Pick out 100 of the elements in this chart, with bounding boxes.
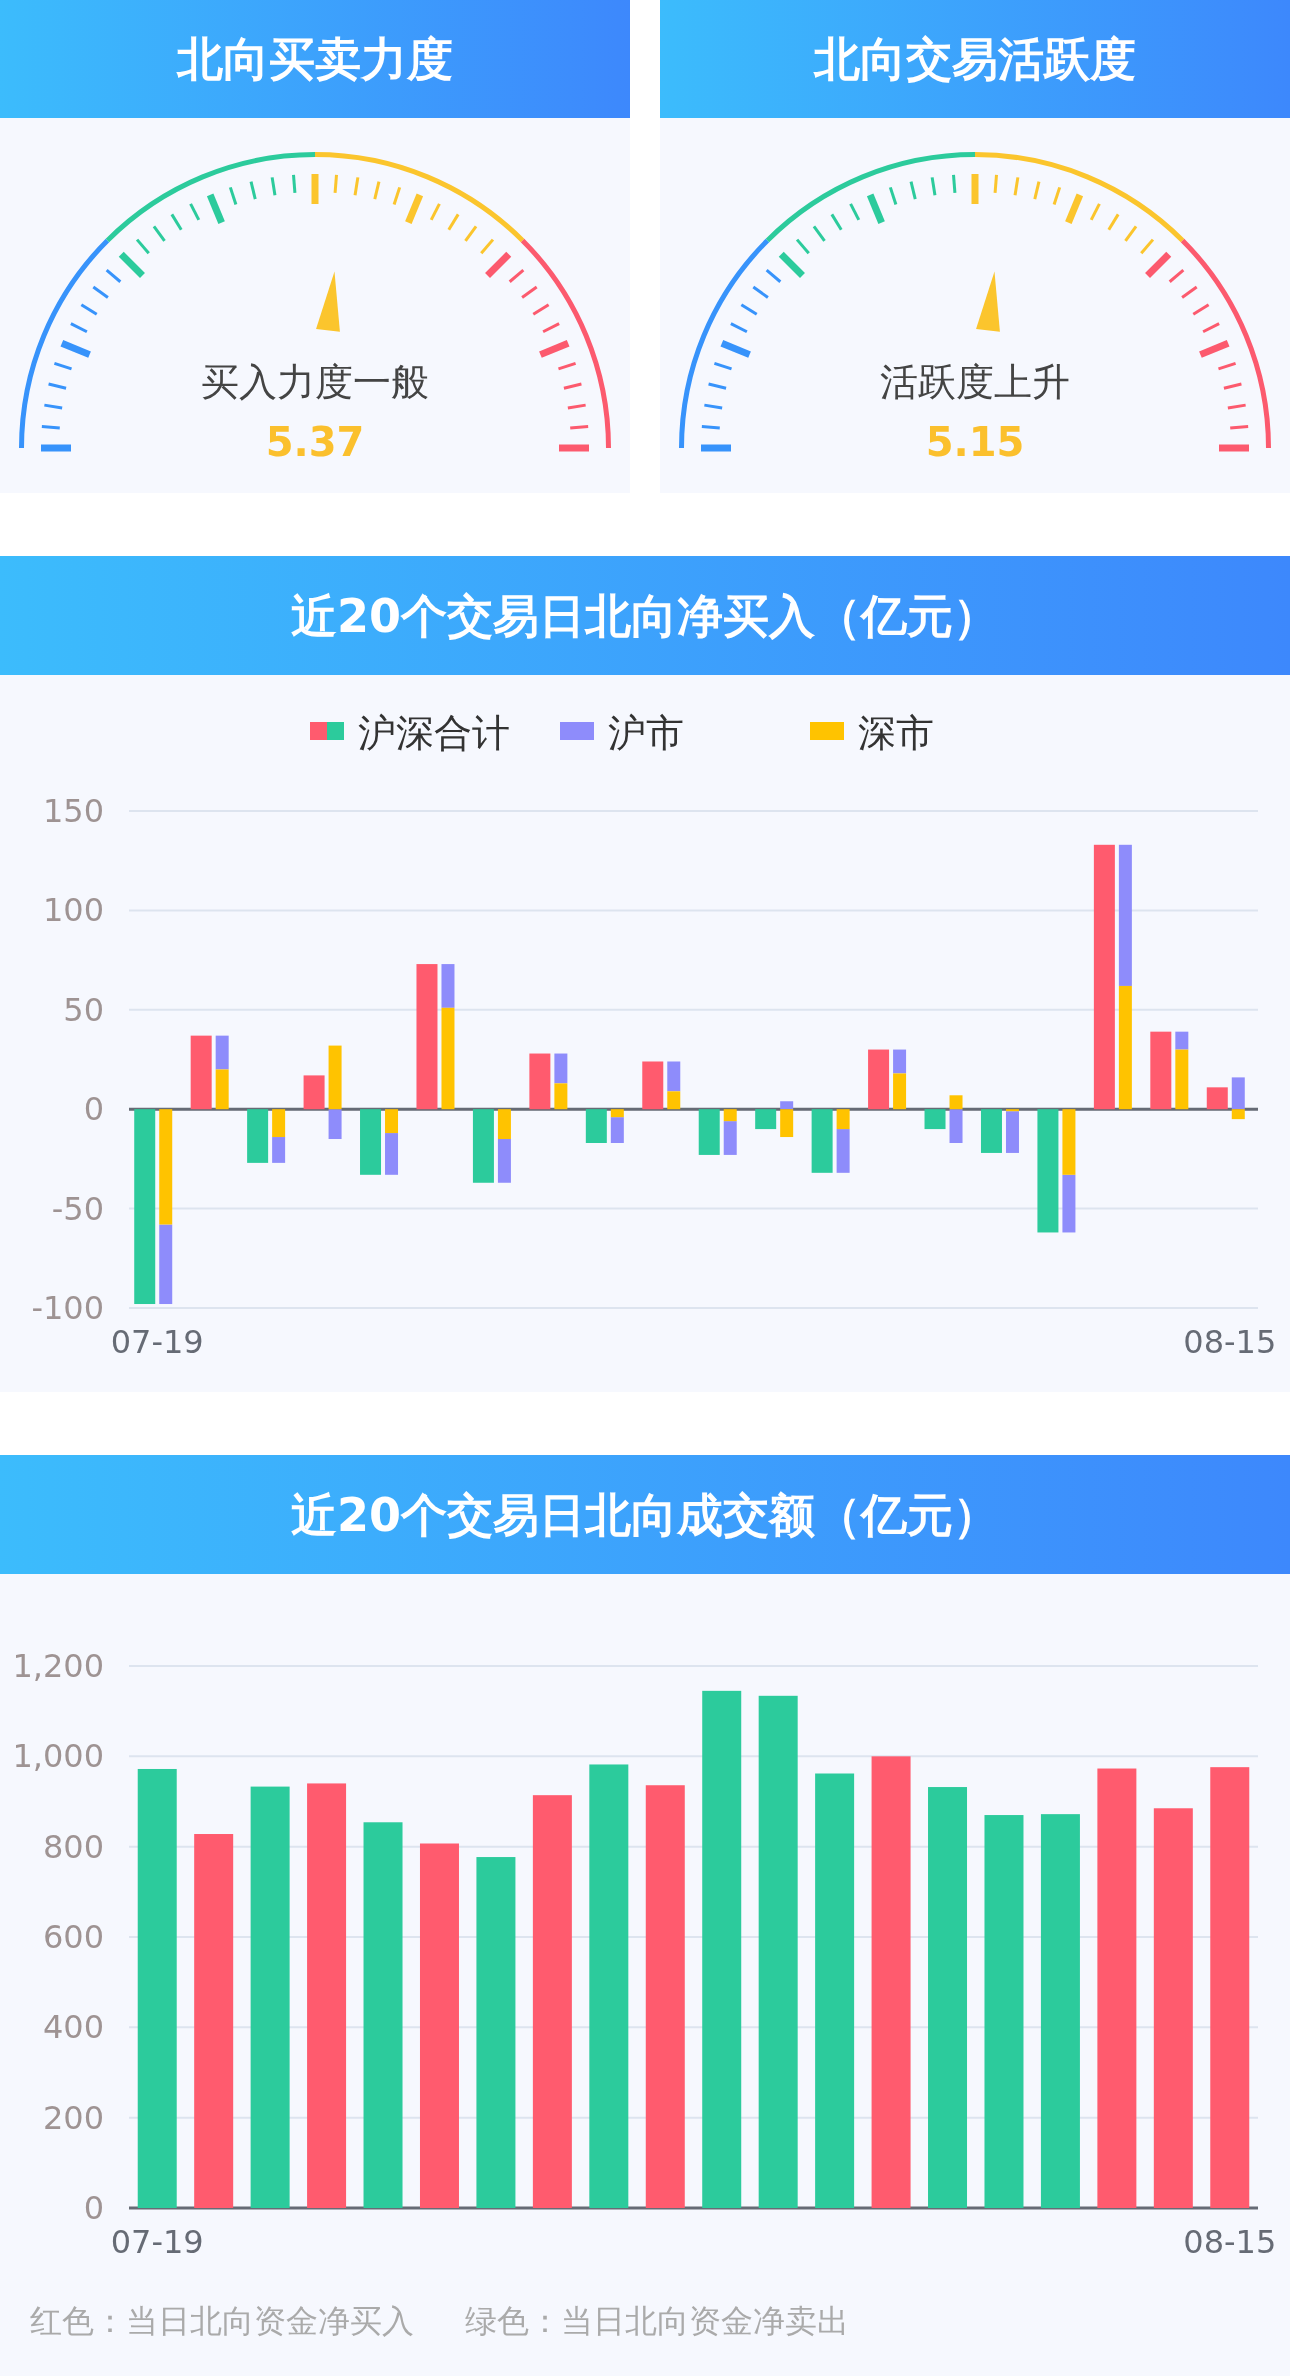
- bar: [1062, 1174, 1076, 1233]
- bar: [780, 1101, 794, 1110]
- bar: [1153, 1808, 1193, 2209]
- x-tick-label: 08-15: [1183, 1323, 1277, 1361]
- bar: [1231, 1077, 1245, 1110]
- bar: [1175, 1031, 1189, 1050]
- y-tick-label: 800: [42, 1827, 104, 1866]
- x-tick-label: 08-15: [1183, 2223, 1277, 2261]
- bar: [815, 1773, 855, 2208]
- bar: [529, 1053, 551, 1110]
- bar: [472, 1109, 494, 1183]
- bar: [723, 1109, 737, 1122]
- bar: [441, 1007, 455, 1110]
- bar: [441, 964, 455, 1008]
- bar: [758, 1695, 798, 2208]
- bar: [667, 1091, 681, 1110]
- bar: [702, 1690, 742, 2208]
- bar: [272, 1109, 286, 1138]
- bar: [159, 1109, 173, 1225]
- bar: [610, 1117, 624, 1143]
- bar: [134, 1109, 156, 1305]
- bar: [1097, 1768, 1137, 2208]
- bar: [667, 1061, 681, 1092]
- bar: [871, 1756, 911, 2208]
- bar: [360, 1109, 382, 1175]
- bar: [698, 1109, 720, 1155]
- bar: [723, 1121, 737, 1155]
- bar: [137, 1768, 177, 2208]
- bar: [554, 1083, 568, 1110]
- bar: [645, 1785, 685, 2208]
- bar: [811, 1109, 833, 1173]
- x-tick-label: 07-19: [110, 2223, 204, 2261]
- bar: [1040, 1814, 1080, 2208]
- chart-title: 近20个交易日北向成交额（亿元）: [290, 1487, 1000, 1542]
- bar: [589, 1764, 629, 2208]
- bar: [159, 1224, 173, 1305]
- legend-label: 沪深合计: [358, 711, 510, 755]
- y-tick-label: 1,000: [12, 1737, 104, 1776]
- bar: [1150, 1031, 1172, 1110]
- bar: [363, 1822, 403, 2208]
- bar: [928, 1787, 968, 2208]
- y-tick-label: 150: [42, 792, 104, 830]
- bar: [1093, 844, 1115, 1110]
- legend-label: 沪市: [608, 711, 684, 755]
- y-tick-label: 1,200: [12, 1647, 104, 1685]
- bar: [215, 1069, 229, 1110]
- legend-label: 深市: [858, 711, 934, 755]
- text: 5.15: [925, 419, 1025, 465]
- y-tick-label: 0: [83, 1090, 104, 1129]
- bar: [893, 1073, 907, 1110]
- bar: [416, 964, 438, 1110]
- y-tick-label: 100: [42, 891, 104, 930]
- bar: [476, 1857, 516, 2209]
- text: 红色：当日北向资金净买入 绿色：当日北向资金净卖出: [30, 2302, 849, 2340]
- chart-title: 近20个交易日北向净买入（亿元）: [290, 588, 1000, 643]
- bar: [924, 1109, 946, 1130]
- bar: [780, 1109, 794, 1138]
- bar: [497, 1139, 511, 1183]
- y-tick-label: -50: [51, 1189, 104, 1228]
- bar: [1062, 1109, 1076, 1175]
- bar: [868, 1049, 890, 1110]
- bar: [328, 1045, 342, 1110]
- y-tick-label: -100: [31, 1289, 104, 1327]
- bar: [554, 1053, 568, 1084]
- bar: [836, 1109, 850, 1130]
- text: 活跃度上升: [880, 360, 1070, 404]
- bar: [497, 1109, 511, 1140]
- bar: [247, 1109, 269, 1163]
- bar: [1005, 1111, 1019, 1153]
- y-tick-label: 600: [42, 1918, 104, 1956]
- bar: [194, 1834, 234, 2208]
- bar: [303, 1075, 325, 1110]
- bar: [642, 1061, 664, 1110]
- bar: [190, 1035, 212, 1110]
- bar: [532, 1795, 572, 2208]
- text: 北向交易活跃度: [813, 32, 1136, 86]
- text: 北向买卖力度: [176, 32, 453, 86]
- bar: [949, 1109, 963, 1143]
- bar: [949, 1095, 963, 1110]
- bar: [1037, 1109, 1059, 1233]
- x-tick-label: 07-19: [110, 1323, 204, 1361]
- y-tick-label: 0: [83, 2189, 104, 2227]
- bar: [1206, 1087, 1228, 1110]
- bar: [215, 1035, 229, 1070]
- bar: [250, 1786, 290, 2208]
- bar: [836, 1129, 850, 1173]
- y-tick-label: 400: [42, 2008, 104, 2047]
- bar: [893, 1049, 907, 1074]
- bar: [585, 1109, 607, 1143]
- bar: [307, 1783, 347, 2208]
- bar: [272, 1137, 286, 1163]
- bar: [328, 1109, 342, 1140]
- bar: [610, 1109, 624, 1118]
- bar: [984, 1815, 1024, 2208]
- bar: [755, 1109, 777, 1130]
- bar: [419, 1843, 459, 2209]
- bar: [385, 1109, 399, 1134]
- y-tick-label: 50: [63, 990, 104, 1029]
- bar: [1231, 1109, 1245, 1120]
- text: 买入力度一般: [201, 360, 429, 404]
